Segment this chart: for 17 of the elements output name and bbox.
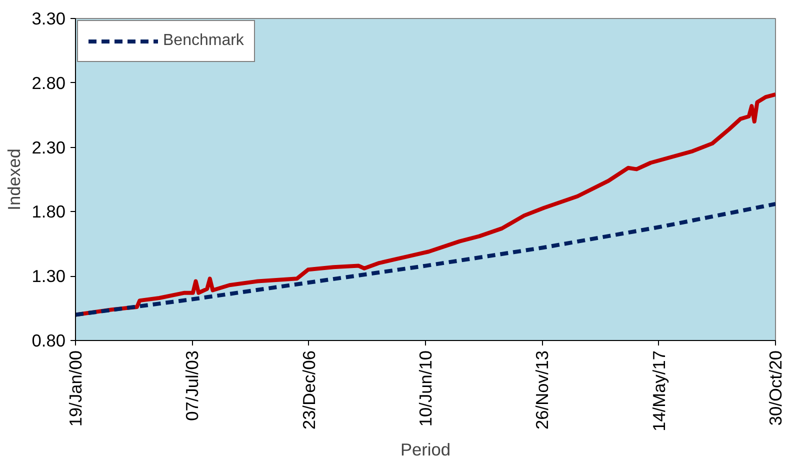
x-axis-title: Period xyxy=(400,439,451,460)
line-series xyxy=(76,202,776,317)
x-tick-label: 07/Jul/03 xyxy=(182,350,202,421)
x-tick-label: 23/Dec/06 xyxy=(298,350,319,430)
y-tick-label: 3.30 xyxy=(32,8,66,28)
x-tick-label: 14/May/17 xyxy=(648,350,669,432)
y-axis-title: Indexed xyxy=(4,148,24,210)
x-tick-label: 10/Jun/10 xyxy=(416,350,436,427)
y-tick-label: 1.30 xyxy=(32,266,66,286)
x-tick-label: 19/Jan/00 xyxy=(66,350,86,427)
legend-label: Benchmark xyxy=(163,32,244,50)
y-tick-label: 2.80 xyxy=(32,72,66,93)
x-tick-label: 26/Nov/13 xyxy=(532,350,552,430)
x-tick-label: 30/Oct/20 xyxy=(766,350,786,426)
y-tick-label: 1.80 xyxy=(32,202,66,222)
y-tick-label: 2.30 xyxy=(32,137,66,158)
y-tick-label: 0.80 xyxy=(32,330,66,350)
